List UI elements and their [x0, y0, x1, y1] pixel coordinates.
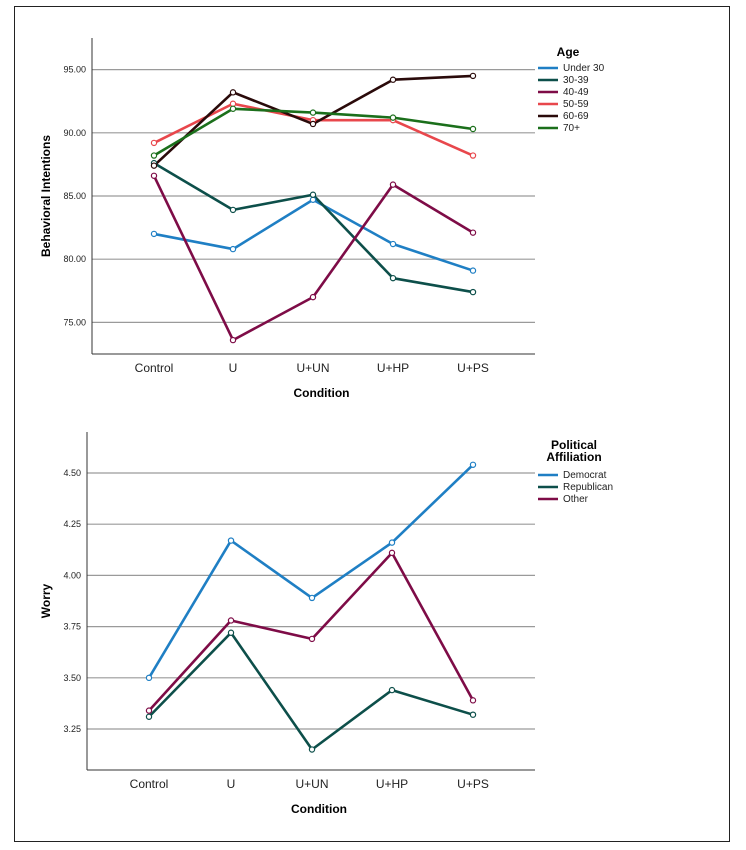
y-tick-label: 3.25 [63, 724, 81, 734]
data-point [469, 697, 477, 704]
y-tick-label: 90.00 [63, 128, 86, 138]
data-point [388, 686, 396, 694]
data-point [229, 206, 237, 214]
legend-entry: Republican [563, 482, 613, 493]
data-point [469, 288, 477, 296]
y-tick-label: 85.00 [63, 191, 86, 201]
series-line-republican [148, 631, 474, 751]
y-axis-title: Behavioral Intentions [39, 135, 53, 257]
legend-entry: Under 30 [563, 63, 605, 74]
x-tick-label: U+PS [457, 777, 489, 791]
data-point [469, 267, 477, 274]
data-point [389, 274, 397, 282]
legend-title: Age [557, 45, 580, 59]
data-point [150, 172, 158, 179]
data-point [389, 114, 397, 121]
data-point [389, 240, 397, 248]
data-point [469, 711, 477, 718]
data-point [150, 162, 158, 169]
legend-entry: 70+ [563, 123, 580, 134]
data-point [227, 617, 235, 624]
data-point [308, 746, 316, 753]
data-point [309, 196, 317, 203]
legend-entry: Democrat [563, 470, 607, 481]
data-point [229, 89, 237, 96]
legend-entry: 30-39 [563, 75, 589, 86]
data-point [469, 72, 477, 80]
series-line-other [148, 551, 475, 712]
data-point [145, 713, 153, 720]
data-point [309, 109, 317, 116]
chart-1: 75.00 80.00 85.00 90.00 95.00 Control U U+UN U+H… [39, 38, 605, 400]
data-point [229, 245, 237, 253]
series-line-70- [153, 107, 474, 157]
series-line-under-30 [153, 198, 474, 272]
data-point [145, 674, 153, 682]
y-tick-label: 75.00 [63, 317, 86, 327]
data-point [229, 105, 237, 112]
data-point [469, 461, 477, 468]
data-point [469, 125, 477, 133]
x-tick-label: U+PS [457, 361, 489, 375]
data-point [145, 707, 153, 714]
data-point [308, 635, 316, 643]
data-point [309, 293, 317, 301]
y-tick-label: 4.25 [63, 519, 81, 529]
data-point [388, 539, 396, 546]
data-point [309, 191, 317, 198]
x-tick-label: Control [130, 777, 169, 791]
data-point [388, 549, 396, 557]
data-point [469, 152, 477, 159]
data-point [227, 629, 235, 636]
chart-2: 3.25 3.50 3.75 4.00 4.25 4.50 Control U U+UN U+HP… [39, 432, 613, 816]
y-tick-label: 4.50 [63, 468, 81, 478]
x-axis-title: Condition [294, 386, 350, 400]
data-point [150, 139, 158, 147]
legend-entry: Other [563, 494, 589, 505]
figure-frame [14, 6, 730, 842]
y-axis-title: Worry [39, 583, 53, 618]
data-point [309, 120, 317, 128]
data-point [150, 230, 158, 238]
x-axis-title: Condition [291, 802, 347, 816]
x-tick-label: Control [135, 361, 174, 375]
x-tick-label: U+HP [376, 777, 408, 791]
x-tick-label: U+HP [377, 361, 409, 375]
legend-entry: 60-69 [563, 111, 589, 122]
data-point [227, 537, 235, 544]
data-point [229, 336, 237, 344]
y-tick-label: 4.00 [63, 570, 81, 580]
y-tick-label: 3.75 [63, 622, 81, 632]
y-tick-label: 80.00 [63, 254, 86, 264]
legend-entry: 50-59 [563, 99, 589, 110]
series-line-democrat [147, 463, 474, 679]
y-tick-label: 3.50 [63, 673, 81, 683]
y-tick-label: 95.00 [63, 65, 86, 75]
data-point [308, 594, 316, 602]
data-point [469, 229, 477, 236]
x-tick-label: U+UN [296, 361, 329, 375]
legend-title-line: Political [551, 438, 597, 452]
x-tick-label: U+UN [295, 777, 328, 791]
legend-entry: 40-49 [563, 87, 589, 98]
data-point [389, 181, 397, 188]
x-tick-label: U [229, 361, 238, 375]
data-point [229, 100, 237, 107]
data-point [389, 76, 397, 83]
x-tick-label: U [227, 777, 236, 791]
data-point [150, 152, 158, 159]
legend-title-line: Affiliation [546, 450, 601, 464]
